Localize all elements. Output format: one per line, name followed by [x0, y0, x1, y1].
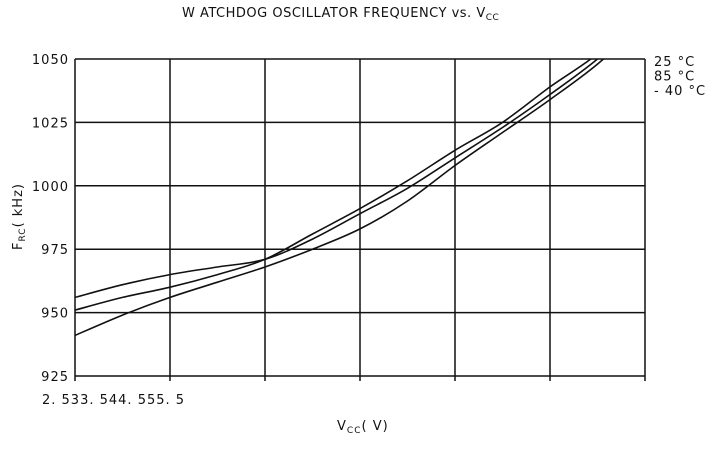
x-axis-label: VCC( V): [337, 419, 389, 436]
grid: [74, 58, 646, 381]
chart-title-main: W ATCHDOG OSCILLATOR FREQUENCY vs. V: [182, 6, 486, 21]
series-lines: [75, 59, 605, 337]
y-tick-label: 1000: [32, 180, 69, 195]
x-tick-labels: 2. 533. 544. 555. 5: [42, 393, 185, 408]
series-line-3: [75, 59, 605, 337]
chart-title-subscript: CC: [486, 13, 500, 23]
legend-item-2: 85 °C: [654, 70, 695, 85]
y-tick-label: 1050: [32, 53, 69, 68]
y-tick-label: 925: [41, 370, 69, 385]
y-axis-label-unit: ( kHz): [11, 183, 26, 227]
y-axis-label: FRC( kHz): [11, 183, 28, 250]
x-axis-label-subscript: CC: [347, 426, 362, 436]
y-tick-label: 1025: [32, 116, 69, 131]
x-axis-label-unit: ( V): [361, 419, 388, 434]
y-axis-label-subscript: RC: [18, 227, 28, 241]
legend-item-1: 25 °C: [654, 55, 695, 70]
y-tick-label: 950: [41, 307, 69, 322]
legend-item-3: - 40 °C: [654, 84, 706, 99]
series-line-1: [75, 59, 593, 311]
y-tick-label: 975: [41, 243, 69, 258]
chart-title: W ATCHDOG OSCILLATOR FREQUENCY vs. VCC: [182, 6, 499, 23]
x-axis-label-main: V: [337, 419, 347, 434]
y-tick-labels: 925 950 975 1000 1025 1050: [32, 53, 69, 385]
legend: 25 °C85 °C- 40 °C: [654, 55, 706, 99]
y-axis-label-main: F: [11, 242, 26, 250]
series-line-2: [75, 59, 599, 299]
